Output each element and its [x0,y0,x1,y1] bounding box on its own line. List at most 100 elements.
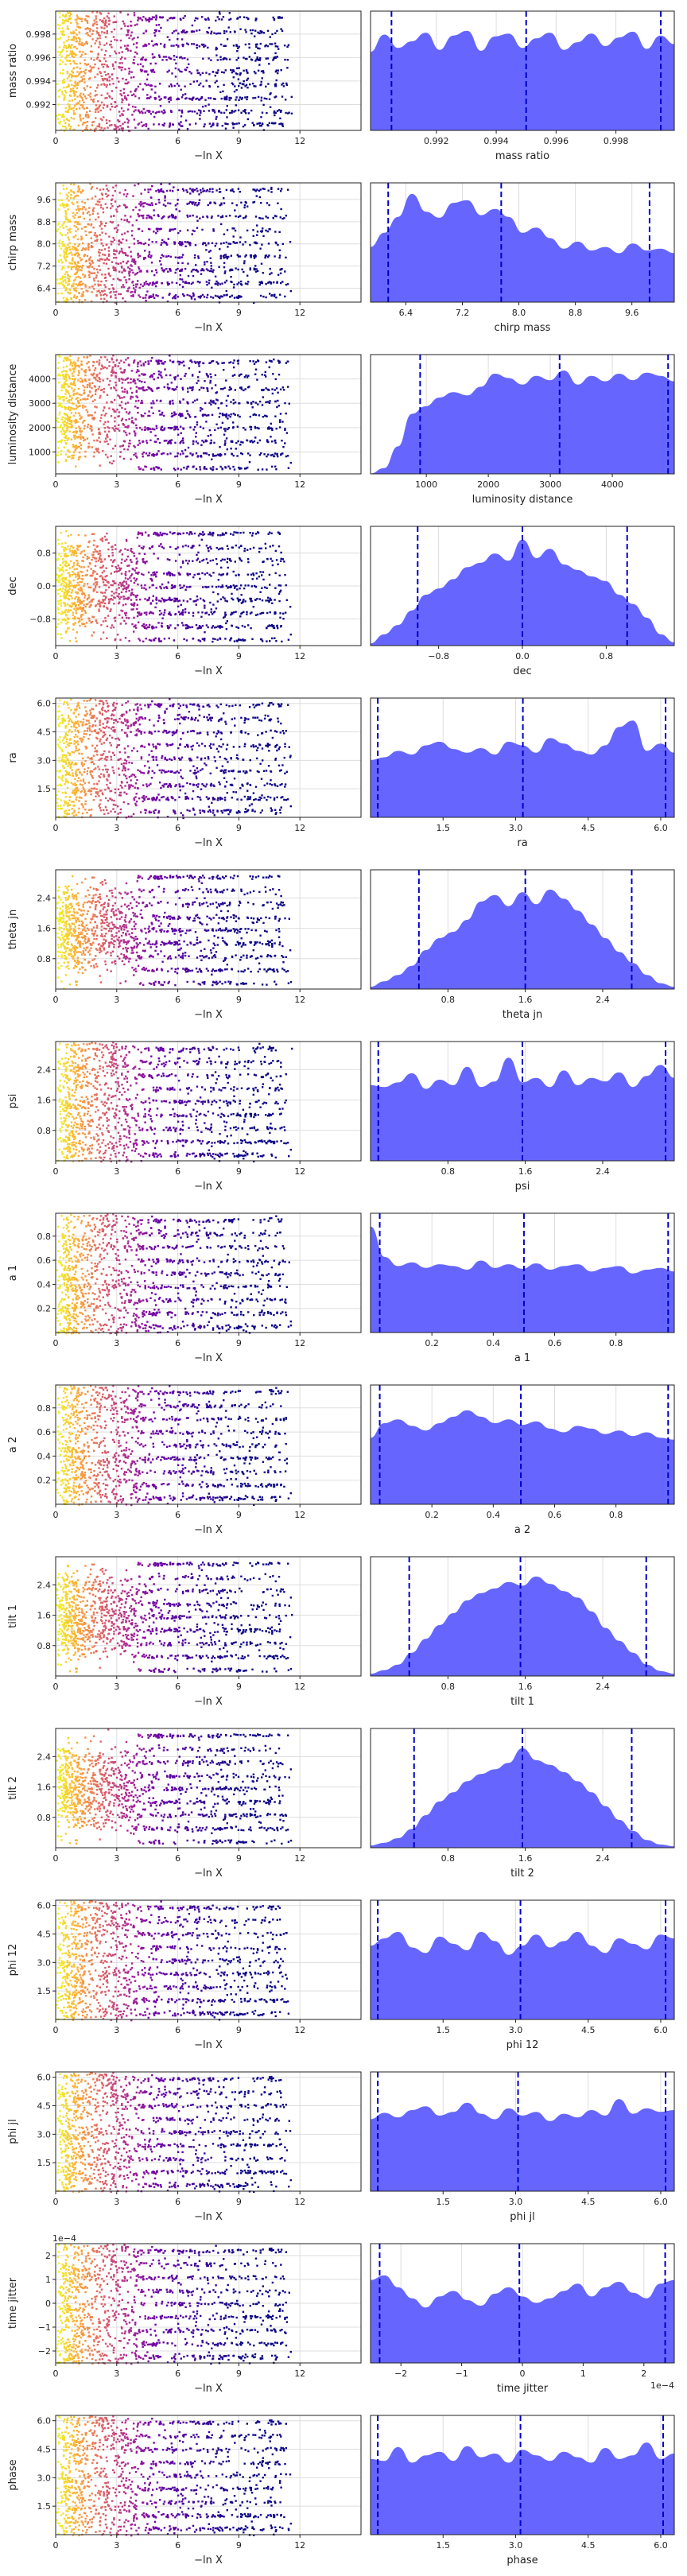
trace-point [245,374,247,377]
trace-point [259,188,262,191]
trace-point [123,276,126,278]
trace-point [210,125,212,128]
trace-point [110,240,112,243]
trace-point [102,188,105,191]
trace-point [103,584,106,586]
trace-point [91,260,93,262]
trace-point [92,551,95,553]
trace-point [82,436,84,439]
trace-point [153,97,156,99]
trace-point [274,83,277,86]
trace-point [87,223,89,226]
trace-point [116,211,118,213]
trace-point [117,119,119,122]
trace-point [270,186,273,189]
trace-point [146,290,149,293]
trace-point [201,560,204,562]
trace-point [195,17,197,19]
trace-point [63,382,65,385]
trace-point [187,215,189,218]
trace-point [107,421,109,423]
trace-point [192,281,194,284]
trace-point [135,386,138,388]
trace-point [230,17,232,21]
trace-point [58,373,60,375]
trace-point [212,122,215,125]
trace-point [57,355,60,357]
trace-point [177,188,179,192]
trace-point [241,83,244,85]
trace-point [76,40,79,43]
trace-point [108,76,111,78]
trace-point [216,59,219,61]
trace-point [65,299,68,301]
trace-point [60,418,63,421]
trace-point [137,242,140,245]
trace-point [274,114,276,117]
trace-point [173,186,175,188]
trace-point [111,199,113,201]
trace-point [274,241,277,244]
trace-point [67,374,69,376]
trace-point [99,204,103,207]
trace-point [223,72,225,74]
trace-point [134,289,137,291]
trace-point [64,107,67,109]
trace-point [118,250,121,253]
trace-point [128,72,130,75]
trace-point [211,360,213,363]
trace-point [75,249,77,252]
trace-point [253,71,256,73]
trace-point [122,261,125,263]
trace-point [72,378,74,380]
trace-point [180,56,182,58]
trace-point [108,235,111,238]
trace-point [204,242,207,244]
trace-point [240,111,243,114]
trace-point [83,274,87,277]
trace-point [124,402,127,405]
trace-point [135,370,138,374]
trace-point [258,32,261,35]
trace-point [79,428,82,430]
trace-point [72,456,75,459]
trace-point [78,42,80,45]
trace-point [221,414,224,417]
trace-point [144,361,147,363]
trace-point [104,97,107,99]
trace-point [76,421,79,423]
trace-point [224,638,227,640]
trace-point [278,426,281,429]
trace-point [222,255,225,258]
trace-point [176,455,179,457]
trace-point [266,57,269,60]
trace-point [230,613,232,616]
trace-point [88,214,91,216]
trace-point [59,403,62,406]
trace-point [90,237,92,239]
trace-point [278,249,281,251]
trace-point [161,376,163,378]
trace-point [274,45,277,48]
trace-point [134,274,137,276]
trace-point [128,433,131,435]
trace-point [265,361,268,363]
trace-point [239,73,242,76]
trace-point [118,62,121,64]
trace-point [90,373,92,376]
trace-point [148,253,150,255]
trace-point [188,202,190,204]
trace-point [78,266,80,269]
trace-point [63,398,65,401]
trace-point [85,234,87,236]
trace-point [146,389,148,391]
trace-point [91,33,94,35]
trace-point [93,59,95,61]
trace-point [134,90,137,92]
trace-point [100,26,103,29]
trace-point [60,568,63,571]
trace-point [72,414,76,417]
trace-point [170,17,173,19]
trace-point [285,99,287,101]
trace-point [243,110,245,112]
